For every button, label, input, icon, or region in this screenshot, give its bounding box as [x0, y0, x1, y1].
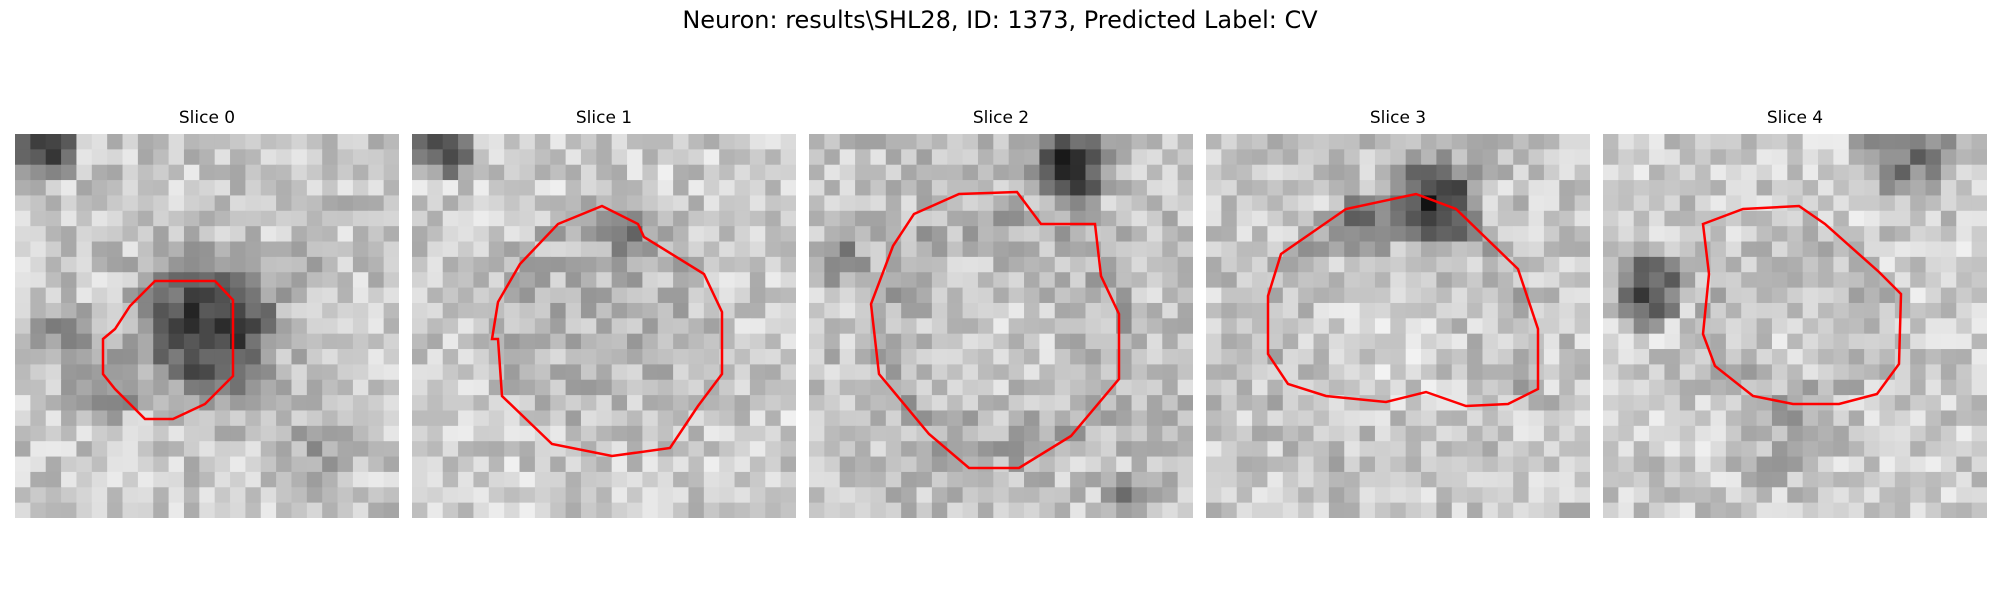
slice-image-1	[412, 134, 796, 518]
segmentation-contour	[869, 190, 1121, 470]
segmentation-contour	[101, 279, 235, 421]
slice-title-2: Slice 2	[972, 108, 1030, 128]
pixel-grid	[15, 134, 399, 518]
slice-title-3: Slice 3	[1369, 108, 1427, 128]
slice-image-2	[809, 134, 1193, 518]
segmentation-contour	[1701, 204, 1903, 406]
slice-image-0	[15, 134, 399, 518]
slice-title-1: Slice 1	[575, 108, 633, 128]
segmentation-contour	[1266, 192, 1540, 408]
slice-title-4: Slice 4	[1766, 108, 1824, 128]
slice-image-3	[1206, 134, 1590, 518]
pixel-grid	[1206, 134, 1590, 518]
pixel-grid	[1603, 134, 1987, 518]
pixel-grid	[809, 134, 1193, 518]
segmentation-contour	[490, 204, 724, 458]
slice-title-0: Slice 0	[178, 108, 236, 128]
pixel-grid	[412, 134, 796, 518]
slice-image-4	[1603, 134, 1987, 518]
figure-title: Neuron: results\SHL28, ID: 1373, Predict…	[682, 6, 1318, 34]
